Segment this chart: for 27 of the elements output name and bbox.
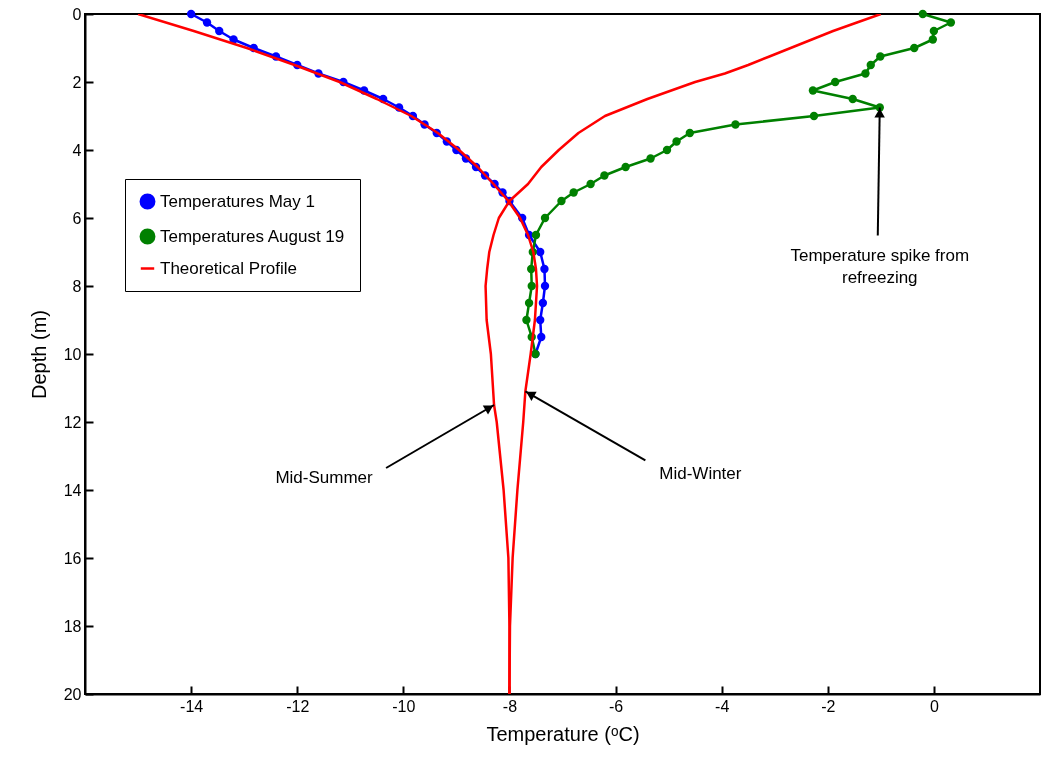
- x-axis-title: Temperature (ᵒC): [486, 722, 640, 745]
- y-tick-label: 20: [63, 685, 82, 703]
- y-tick-label: 16: [63, 549, 82, 567]
- x-tick-label: -2: [821, 697, 836, 715]
- x-tick-label: -4: [715, 697, 730, 715]
- legend-label: Theoretical Profile: [160, 258, 298, 278]
- y-axis-title: Depth (m): [27, 310, 50, 399]
- annotation: Temperature spike from refreezing: [790, 245, 970, 287]
- y-tick-label: 2: [72, 73, 82, 91]
- annotation: Mid-Winter: [659, 464, 742, 484]
- y-tick-label: 10: [63, 345, 82, 363]
- legend-label: Temperatures May 1: [160, 191, 315, 211]
- y-tick-label: 14: [63, 481, 82, 499]
- y-tick-label: 4: [72, 141, 82, 159]
- x-tick-label: -8: [502, 697, 518, 715]
- legend-label: Temperatures August 19: [160, 226, 345, 246]
- x-tick-label: -10: [392, 697, 416, 715]
- x-tick-label: -14: [180, 697, 204, 715]
- y-tick-label: 12: [63, 413, 82, 431]
- x-tick-label: -6: [608, 697, 624, 715]
- y-tick-label: 6: [72, 209, 82, 227]
- y-tick-label: 18: [63, 617, 82, 635]
- x-tick-label: 0: [929, 697, 939, 715]
- x-tick-label: -12: [286, 697, 310, 715]
- annotation: Mid-Summer: [275, 468, 374, 487]
- y-tick-label: 0: [72, 5, 82, 23]
- y-tick-label: 8: [72, 277, 82, 295]
